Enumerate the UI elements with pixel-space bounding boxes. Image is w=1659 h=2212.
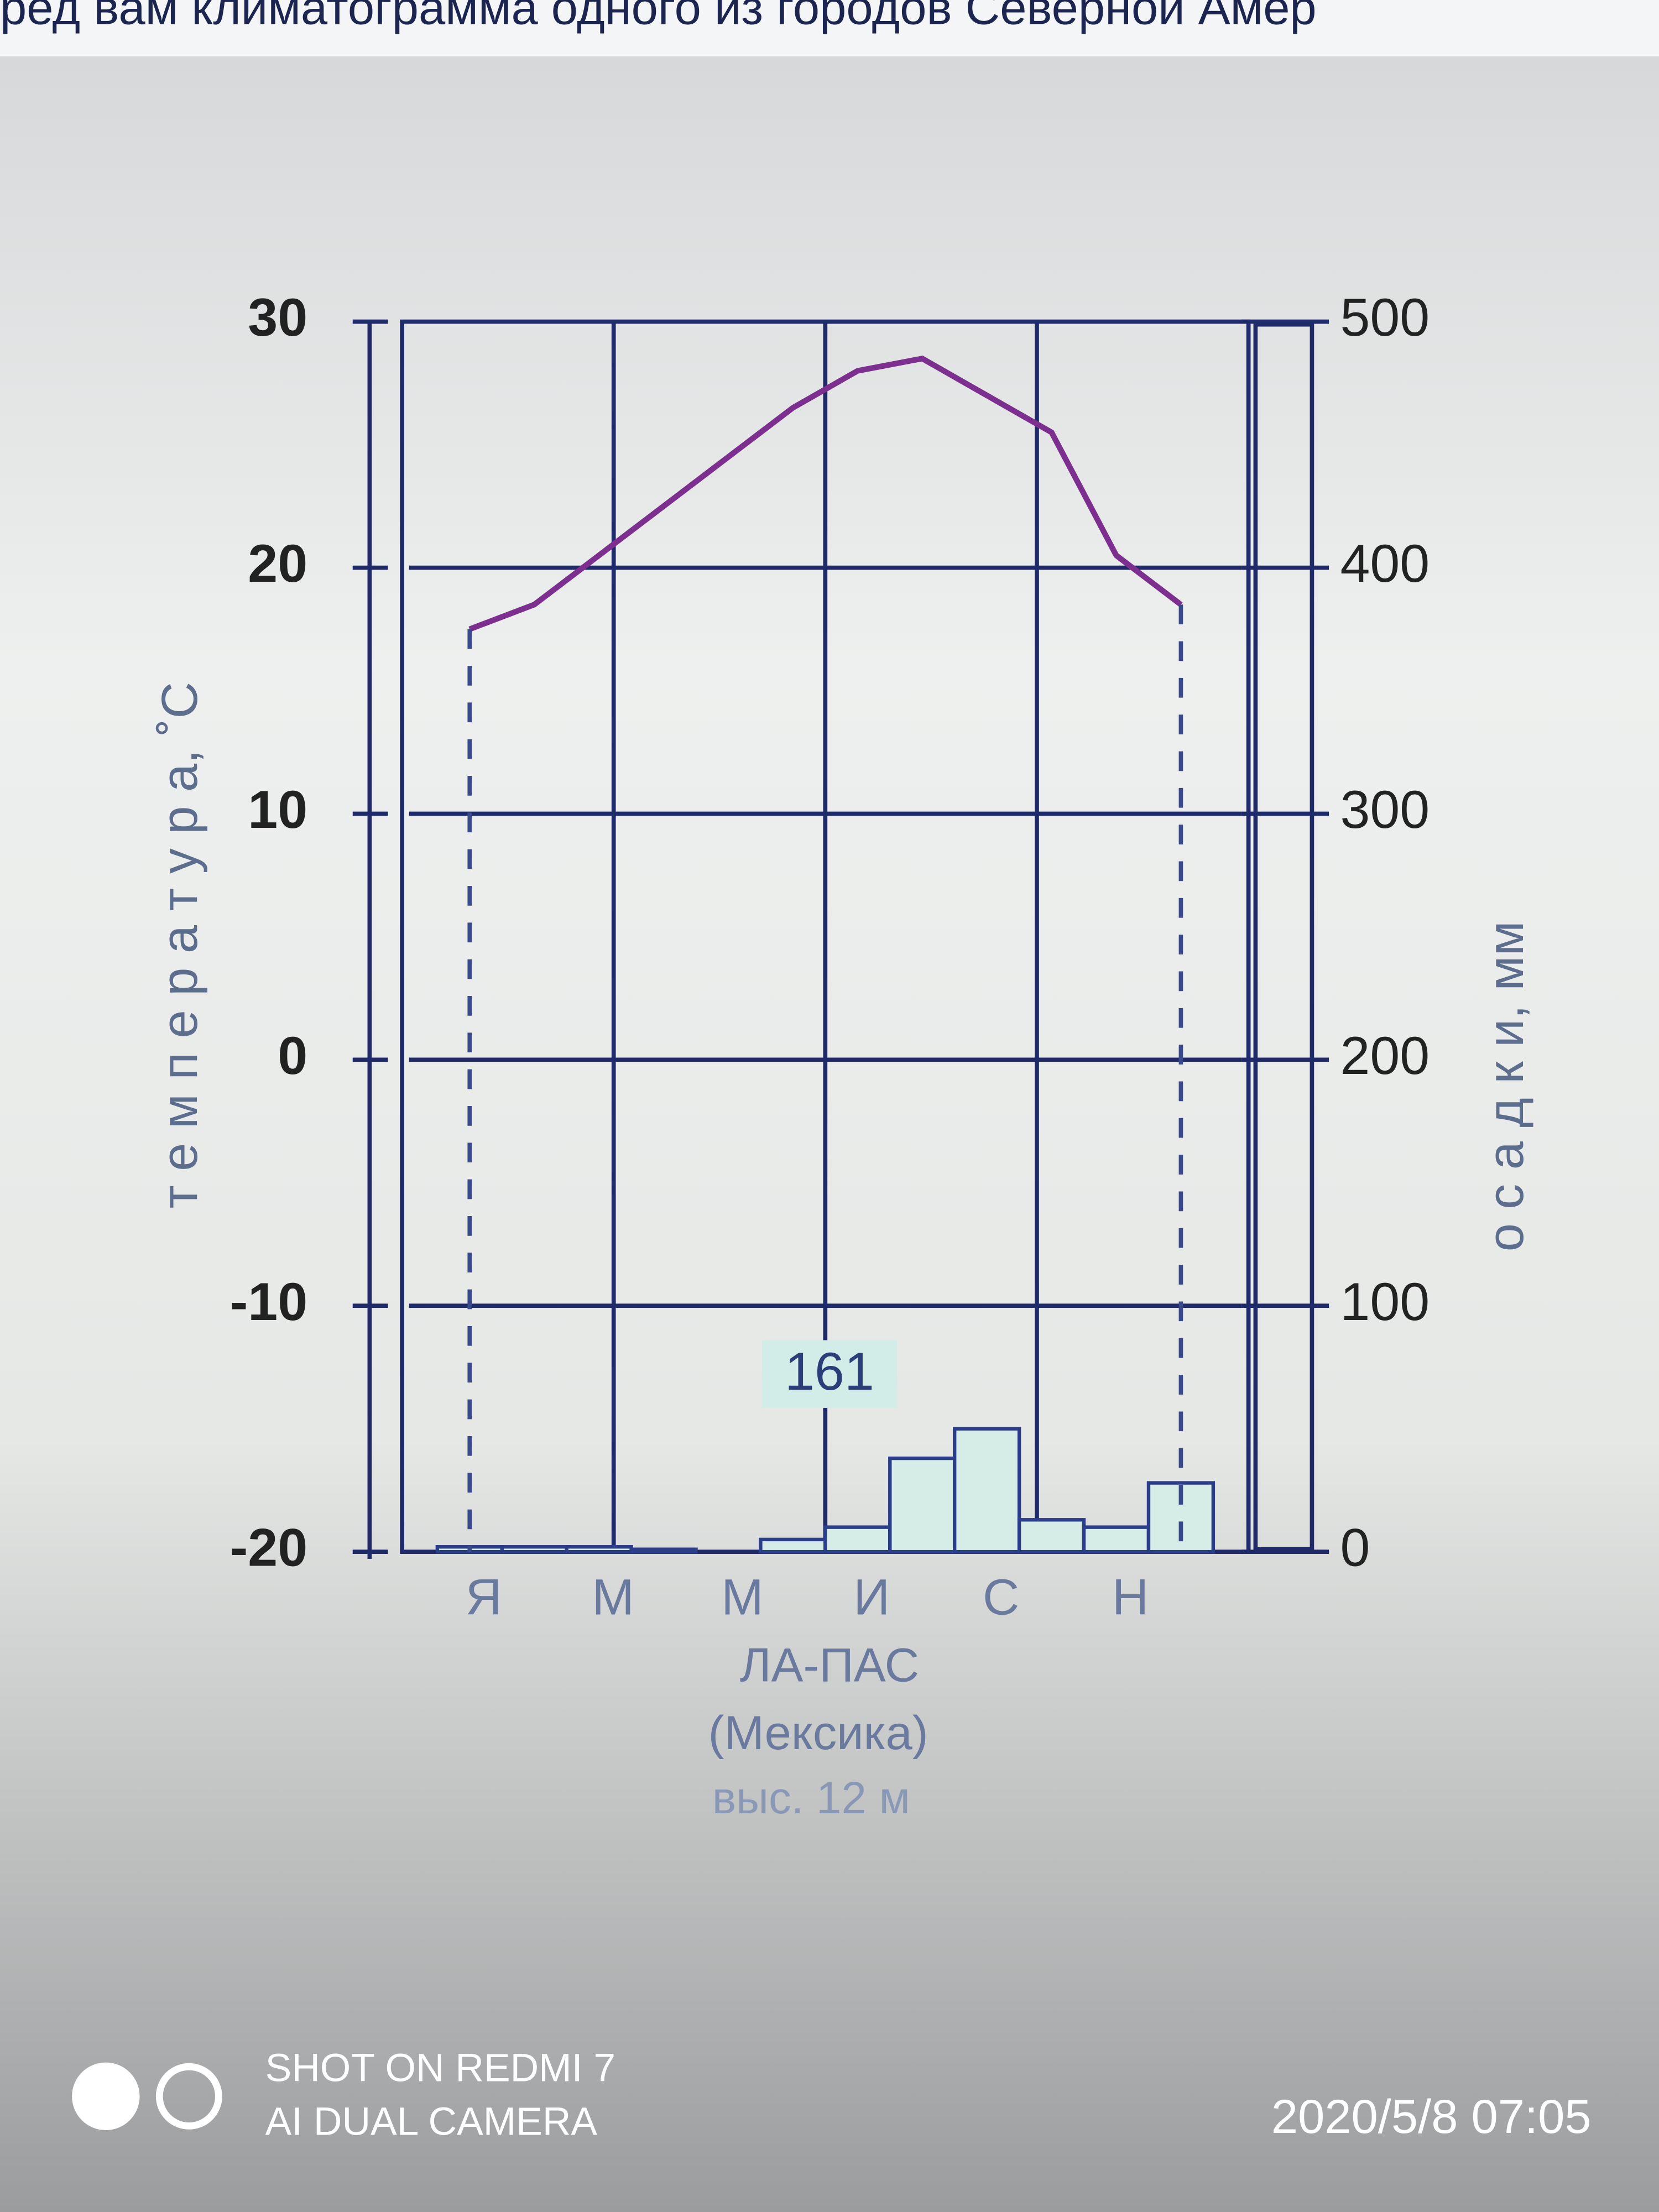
temperature-line xyxy=(468,356,1183,632)
caption: выс. 12 м xyxy=(712,1773,910,1823)
precip-bar xyxy=(823,1525,892,1554)
y2-tick-label: 400 xyxy=(1340,533,1430,593)
top-strip xyxy=(0,0,1659,57)
precip-bar xyxy=(953,1427,1021,1554)
precip-bar xyxy=(629,1547,698,1554)
y2-axis-title: о с а д к и, мм xyxy=(1478,921,1534,1251)
y-tick-label: 10 xyxy=(248,779,307,839)
x-tick-label: С xyxy=(983,1569,1019,1626)
precip-bar xyxy=(565,1545,633,1554)
y-tick-label: 20 xyxy=(248,533,307,593)
timestamp: 2020/5/8 07:05 xyxy=(1271,2090,1592,2143)
precip-scale-column xyxy=(1253,322,1314,1551)
x-tick-label: М xyxy=(721,1569,763,1626)
y-axis-title: т е м п е р а т у р а, ˚С xyxy=(152,682,208,1208)
y2-tick-label: 200 xyxy=(1340,1025,1430,1086)
x-tick-label: Н xyxy=(1112,1569,1149,1626)
y-tick-label: -20 xyxy=(230,1517,307,1578)
precip-bar xyxy=(759,1537,827,1554)
watermark: SHOT ON REDMI 7 xyxy=(265,2046,616,2090)
x-tick-label: И xyxy=(853,1569,890,1626)
watermark: AI DUAL CAMERA xyxy=(265,2100,598,2144)
precip-bar xyxy=(888,1456,957,1554)
logo-dot xyxy=(72,2062,140,2131)
heading: ред вам климатограмма одного из городов … xyxy=(0,0,1317,34)
x-tick-label: Я xyxy=(466,1569,502,1626)
y2-tick-label: 0 xyxy=(1340,1517,1370,1578)
y2-tick-label: 100 xyxy=(1340,1271,1430,1332)
y2-tick-label: 300 xyxy=(1340,779,1430,839)
precip-bar xyxy=(1017,1518,1086,1554)
total-label: 161 xyxy=(785,1341,874,1401)
caption: ЛА-ПАС xyxy=(740,1639,920,1692)
logo-ring xyxy=(155,2063,222,2130)
total-label-bg xyxy=(761,1340,898,1408)
caption: (Мексика) xyxy=(708,1706,928,1760)
x-tick-label: М xyxy=(592,1569,634,1626)
y-tick-label: -10 xyxy=(230,1271,307,1332)
y2-tick-label: 500 xyxy=(1340,287,1430,347)
y-tick-label: 0 xyxy=(278,1025,307,1086)
y-tick-label: 30 xyxy=(248,287,307,347)
precip-bar xyxy=(500,1545,568,1554)
precip-bar xyxy=(1082,1525,1151,1554)
